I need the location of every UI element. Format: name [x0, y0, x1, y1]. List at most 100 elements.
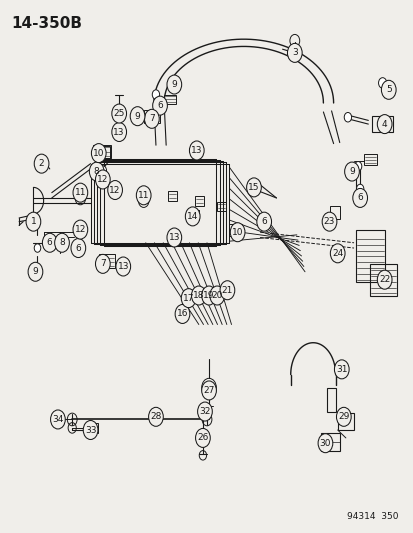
Circle shape — [28, 262, 43, 281]
Circle shape — [34, 244, 40, 252]
Circle shape — [55, 233, 69, 252]
Circle shape — [195, 429, 210, 447]
Text: 33: 33 — [85, 425, 96, 434]
Circle shape — [99, 166, 106, 175]
Text: 9: 9 — [33, 267, 38, 276]
Text: 94314  350: 94314 350 — [347, 512, 398, 521]
Text: 1: 1 — [31, 217, 36, 226]
Text: 19: 19 — [203, 291, 214, 300]
Circle shape — [287, 43, 301, 62]
Text: 7: 7 — [149, 114, 154, 123]
Text: 12: 12 — [74, 225, 86, 234]
Text: 5: 5 — [385, 85, 391, 94]
Circle shape — [230, 223, 244, 241]
Circle shape — [201, 286, 216, 305]
Text: 22: 22 — [378, 275, 389, 284]
Text: 32: 32 — [199, 407, 210, 416]
Circle shape — [89, 162, 104, 181]
Text: 24: 24 — [331, 249, 342, 258]
Circle shape — [377, 78, 386, 88]
Circle shape — [152, 96, 167, 115]
Text: 27: 27 — [203, 386, 214, 395]
Text: 10: 10 — [93, 149, 104, 158]
Circle shape — [380, 80, 395, 99]
Circle shape — [356, 184, 363, 193]
Circle shape — [91, 143, 106, 163]
Circle shape — [256, 212, 271, 231]
Circle shape — [191, 286, 206, 305]
Text: 14: 14 — [187, 212, 198, 221]
Circle shape — [317, 434, 332, 453]
Text: 17: 17 — [183, 294, 194, 303]
Circle shape — [334, 360, 348, 379]
Text: 11: 11 — [74, 188, 86, 197]
Text: 18: 18 — [192, 291, 204, 300]
Circle shape — [376, 115, 391, 134]
Text: 6: 6 — [47, 238, 52, 247]
Text: 6: 6 — [75, 244, 81, 253]
Text: 14-350B: 14-350B — [11, 16, 82, 31]
Circle shape — [148, 407, 163, 426]
Circle shape — [376, 270, 391, 289]
Text: 10: 10 — [231, 228, 243, 237]
Circle shape — [197, 402, 212, 421]
Circle shape — [181, 289, 195, 308]
Text: 9: 9 — [348, 167, 354, 176]
Text: 30: 30 — [319, 439, 330, 448]
Circle shape — [112, 104, 126, 123]
Circle shape — [26, 212, 40, 231]
Text: 25: 25 — [113, 109, 125, 118]
Circle shape — [42, 233, 57, 252]
Text: 29: 29 — [337, 413, 349, 421]
Circle shape — [166, 75, 181, 94]
Circle shape — [102, 179, 107, 186]
Text: 6: 6 — [261, 217, 266, 226]
Circle shape — [201, 381, 216, 400]
Text: 23: 23 — [323, 217, 335, 226]
Text: 28: 28 — [150, 413, 161, 421]
Circle shape — [77, 227, 83, 235]
Circle shape — [152, 90, 159, 99]
Circle shape — [107, 181, 122, 199]
Circle shape — [344, 162, 358, 181]
Text: 8: 8 — [94, 167, 100, 176]
Text: 15: 15 — [248, 183, 259, 192]
Circle shape — [95, 254, 110, 273]
Circle shape — [166, 228, 181, 247]
Circle shape — [130, 107, 145, 126]
Circle shape — [246, 178, 261, 197]
Circle shape — [136, 186, 151, 205]
Text: 20: 20 — [211, 291, 222, 300]
Circle shape — [144, 109, 159, 128]
Text: 13: 13 — [168, 233, 180, 242]
Circle shape — [175, 304, 190, 324]
Circle shape — [185, 207, 199, 226]
Text: 12: 12 — [97, 175, 108, 184]
Text: 13: 13 — [113, 127, 125, 136]
Circle shape — [34, 154, 49, 173]
Text: 9: 9 — [171, 80, 177, 89]
Circle shape — [57, 242, 63, 251]
Circle shape — [352, 189, 367, 207]
Text: 13: 13 — [190, 146, 202, 155]
Text: 3: 3 — [291, 49, 297, 58]
Text: 21: 21 — [221, 286, 233, 295]
Text: 6: 6 — [356, 193, 362, 203]
Text: 2: 2 — [39, 159, 44, 168]
Text: 16: 16 — [176, 310, 188, 319]
Circle shape — [73, 183, 88, 202]
Circle shape — [95, 170, 110, 189]
Text: 34: 34 — [52, 415, 64, 424]
Text: 26: 26 — [197, 433, 208, 442]
Text: 6: 6 — [157, 101, 162, 110]
Circle shape — [83, 421, 98, 440]
Circle shape — [209, 286, 224, 305]
Circle shape — [73, 220, 88, 239]
Circle shape — [220, 281, 234, 300]
Circle shape — [354, 161, 361, 171]
Text: 7: 7 — [100, 260, 105, 268]
Text: 11: 11 — [138, 191, 149, 200]
Circle shape — [330, 244, 344, 263]
Circle shape — [321, 212, 336, 231]
Circle shape — [71, 239, 85, 257]
